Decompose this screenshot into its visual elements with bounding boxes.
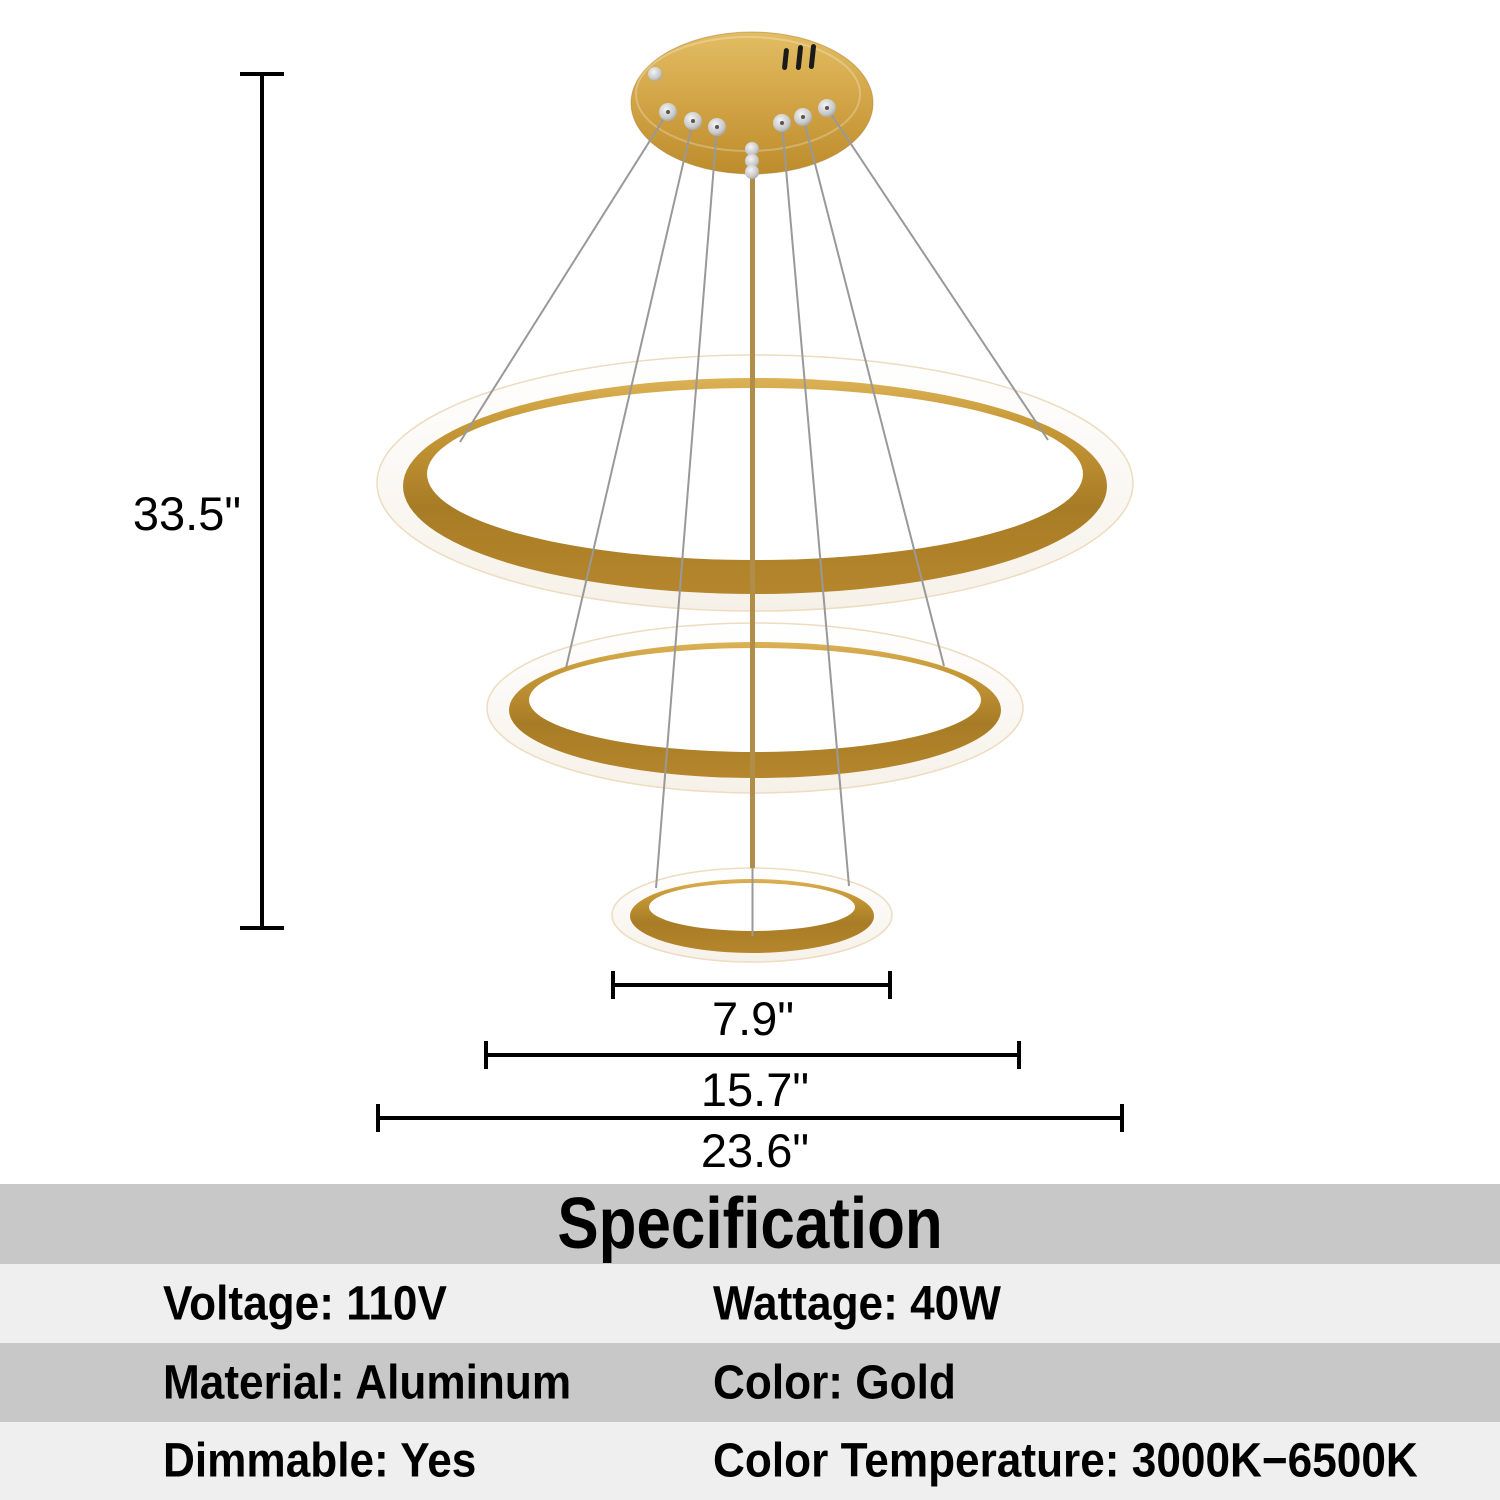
canopy-studs: [648, 67, 836, 179]
spec-row-dimmable-temperature: Dimmable: Yes Color Temperature: 3000K−6…: [0, 1422, 1500, 1500]
chandelier-diagram: [240, 31, 1134, 1132]
small-ring-dimension-label: 7.9": [711, 992, 795, 1045]
cable-big-left: [459, 111, 669, 443]
spec-dimmable: Dimmable: Yes: [163, 1434, 477, 1488]
spec-row-voltage-wattage: Voltage: 110V Wattage: 40W: [0, 1264, 1500, 1343]
cable-medium-right: [802, 116, 945, 667]
spec-color: Color: Gold: [713, 1356, 956, 1409]
large-ring-dimension-line: [376, 1104, 1124, 1132]
spec-row-material-color: Material: Aluminum Color: Gold: [0, 1343, 1500, 1422]
spec-material: Material: Aluminum: [163, 1356, 572, 1409]
vent-slots-icon: [782, 44, 816, 71]
large-ring-dimension-label: 23.6": [700, 1124, 810, 1177]
cable-small-right: [781, 122, 850, 887]
cable-big-right: [826, 107, 1049, 441]
spec-table: Specification Voltage: 110V Wattage: 40W…: [0, 1184, 1500, 1500]
spec-header-band: Specification: [0, 1184, 1500, 1264]
dimension-lines: [240, 72, 1124, 1132]
small-ring-dimension-line: [611, 971, 892, 999]
medium-ring-dimension-label: 15.7": [700, 1063, 810, 1116]
cable-small-left: [655, 126, 718, 889]
spec-voltage: Voltage: 110V: [163, 1277, 447, 1330]
cable-medium-left: [565, 120, 694, 669]
medium-ring-dimension-line: [484, 1041, 1021, 1069]
spec-wattage: Wattage: 40W: [713, 1277, 1001, 1330]
height-dimension-label: 33.5": [132, 487, 242, 540]
spec-color-temperature: Color Temperature: 3000K−6500K: [713, 1434, 1418, 1488]
spec-title: Specification: [557, 1184, 943, 1264]
suspension-cables: [459, 107, 1049, 889]
height-dimension-line: [240, 72, 284, 930]
